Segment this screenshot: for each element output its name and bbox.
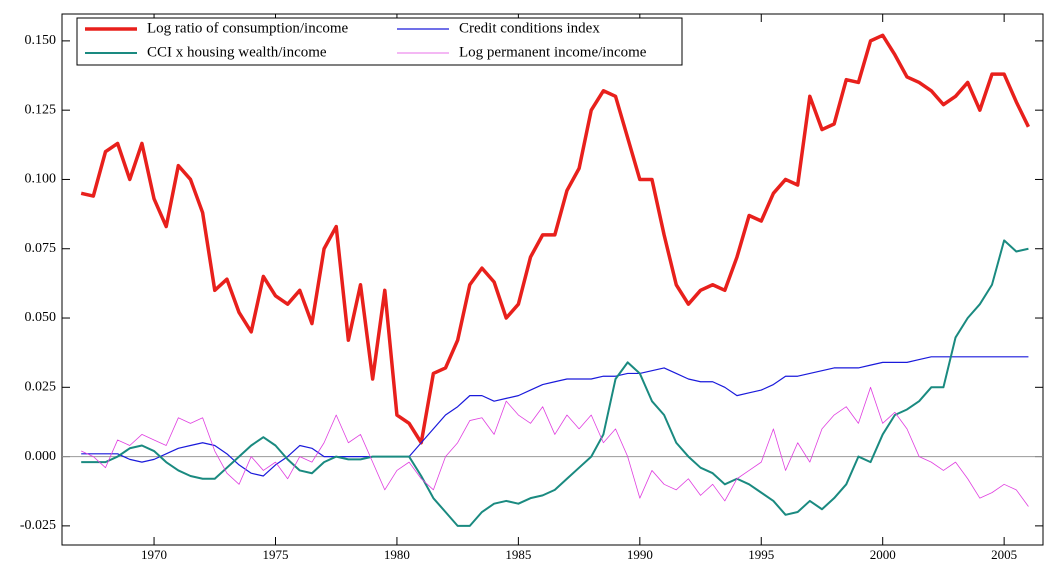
- y-tick-label: 0.025: [25, 380, 57, 395]
- legend-label: CCI x housing wealth/income: [147, 44, 327, 60]
- x-tick-label: 1995: [748, 547, 774, 562]
- y-tick-label: 0.050: [25, 310, 57, 325]
- legend-label: Log permanent income/income: [459, 44, 647, 60]
- x-tick-label: 1985: [505, 547, 531, 562]
- legend-label: Credit conditions index: [459, 20, 600, 36]
- legend-box: [76, 17, 683, 66]
- y-tick-label: -0.025: [20, 518, 56, 533]
- series-line: [81, 386, 1029, 507]
- x-tick-label: 1990: [627, 547, 653, 562]
- y-tick-label: 0.100: [25, 172, 57, 187]
- series-line: [80, 33, 1031, 445]
- x-tick-label: 2000: [870, 547, 896, 562]
- legend-label: Log ratio of consumption/income: [147, 20, 349, 36]
- x-tick-label: 1975: [262, 547, 288, 562]
- y-tick-label: 0.150: [25, 33, 57, 48]
- x-tick-label: 1970: [141, 547, 167, 562]
- x-tick-label: 1980: [384, 547, 410, 562]
- plot-frame: [61, 13, 1044, 546]
- y-tick-label: 0.000: [25, 449, 57, 464]
- series-line: [81, 356, 1029, 477]
- y-tick-label: 0.075: [25, 241, 57, 256]
- y-tick-label: 0.125: [25, 102, 57, 117]
- x-tick-label: 2005: [991, 547, 1017, 562]
- series-line: [81, 239, 1029, 527]
